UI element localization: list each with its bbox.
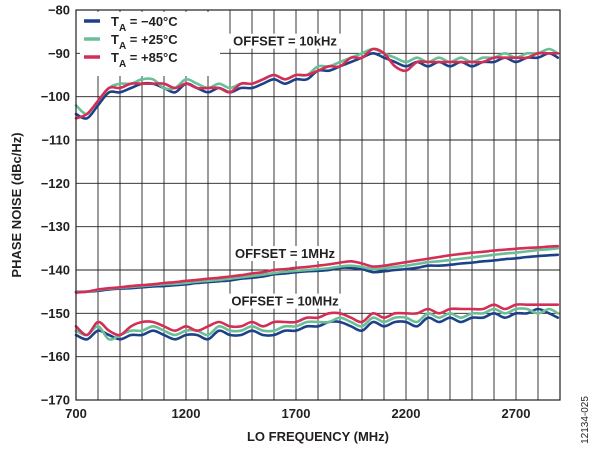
series-line-offset-10mhz-7 — [74, 307, 560, 341]
series-line-offset-10mhz-8 — [74, 303, 560, 337]
x-tick-labels: 700 1200 1700 2200 2700 — [65, 406, 530, 421]
y-tick-label: −130 — [41, 219, 70, 234]
y-axis-label: PHASE NOISE (dBc/Hz) — [9, 132, 24, 277]
y-tick-label: −150 — [41, 306, 70, 321]
x-axis-label: LO FREQUENCY (MHz) — [247, 429, 389, 444]
legend-symbol: T — [111, 32, 119, 47]
series-line-offset-10khz-2 — [74, 47, 560, 120]
legend-condition: = +25°C — [126, 32, 178, 47]
x-tick-label: 1200 — [172, 406, 201, 421]
x-tick-label: 700 — [65, 406, 87, 421]
series-line-offset-10mhz-6 — [74, 307, 560, 341]
annotation-background — [231, 246, 339, 261]
series-line-offset-1mhz-3 — [74, 253, 560, 294]
series-layer — [74, 47, 560, 341]
x-tick-label: 2200 — [392, 406, 421, 421]
y-tick-label: −110 — [41, 133, 70, 148]
series-line-offset-1mhz-5 — [74, 244, 560, 294]
legend-symbol: T — [111, 14, 119, 29]
legend-condition: = −40°C — [126, 14, 178, 29]
legend-subscript: A — [119, 41, 126, 52]
y-tick-label: −170 — [41, 393, 70, 408]
annotation-background — [227, 33, 343, 49]
legend-label: TA = +25°C — [111, 32, 178, 52]
offset-annotation: OFFSET = 1MHz — [235, 246, 336, 261]
plot-frame — [75, 9, 561, 401]
x-tick-label: 1700 — [282, 406, 311, 421]
annotations: OFFSET = 10kHz OFFSET = 1MHz OFFSET = 10MH… — [227, 33, 343, 309]
y-tick-label: −140 — [41, 263, 70, 278]
legend-condition: = +85°C — [126, 50, 178, 65]
legend-label: TA = −40°C — [111, 14, 178, 34]
legend-subscript: A — [119, 23, 126, 34]
y-tick-label: −80 — [48, 3, 70, 18]
y-tick-label: −90 — [48, 46, 70, 61]
series-line-offset-10khz-1 — [74, 47, 560, 116]
x-tick-label: 2700 — [502, 406, 531, 421]
legend-label: TA = +85°C — [111, 50, 178, 70]
y-tick-labels: −170 −160 −150 −140 −130 −120 −110 −100 −90 −80 — [41, 3, 70, 408]
figure-id: 12134-025 — [580, 396, 591, 444]
legend-subscript: A — [119, 59, 126, 70]
annotation-background — [227, 293, 343, 309]
legend: TA = −40°CTA = +25°CTA = +85°C — [84, 14, 178, 70]
offset-annotation: OFFSET = 10kHz — [233, 34, 337, 49]
legend-symbol: T — [111, 50, 119, 65]
y-tick-label: −100 — [41, 89, 70, 104]
y-tick-label: −160 — [41, 349, 70, 364]
offset-annotation: OFFSET = 10MHz — [231, 294, 339, 309]
y-tick-label: −120 — [41, 176, 70, 191]
legend-background — [80, 12, 220, 76]
